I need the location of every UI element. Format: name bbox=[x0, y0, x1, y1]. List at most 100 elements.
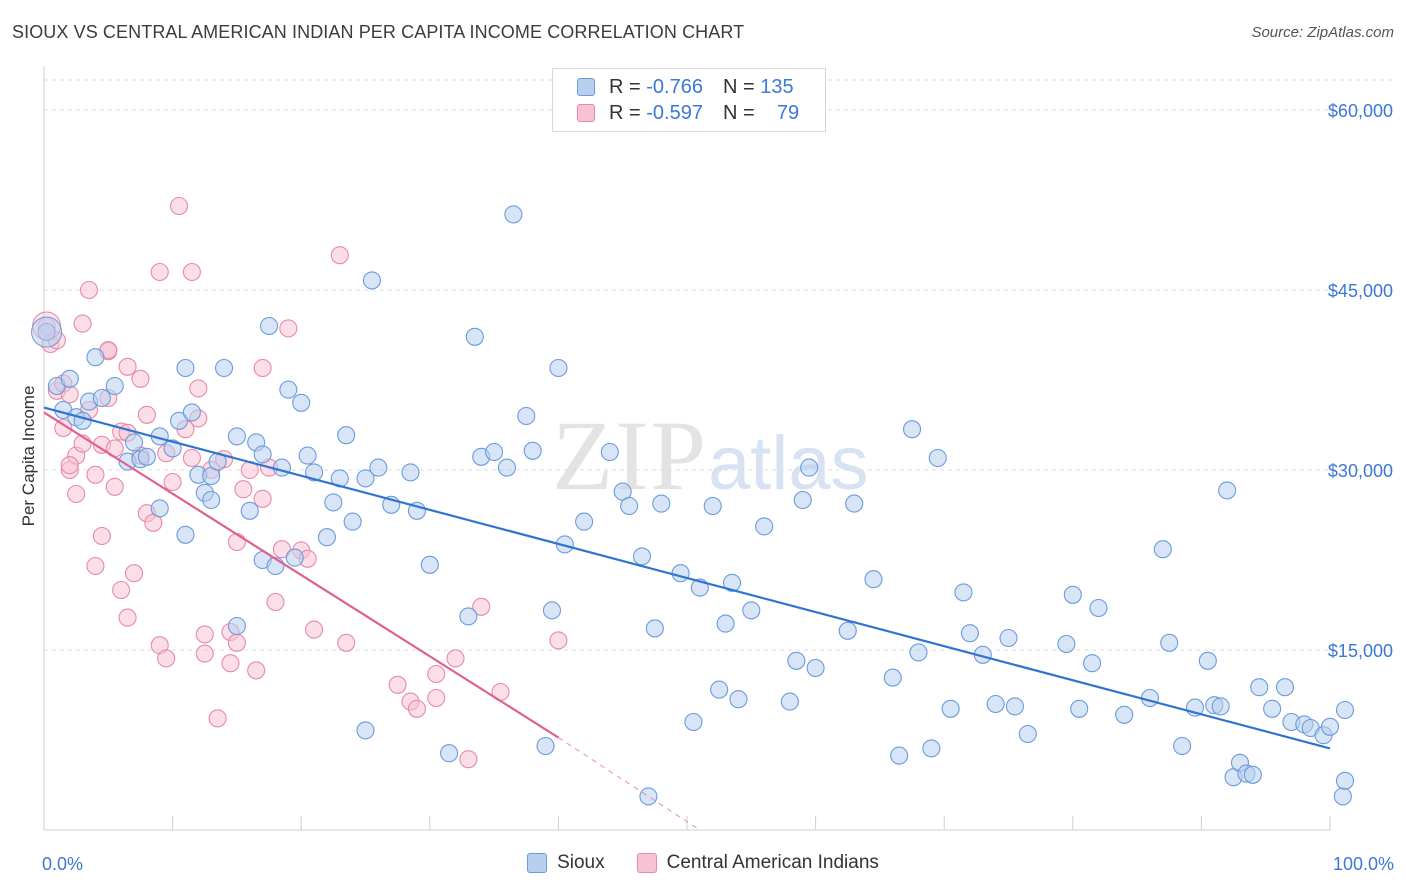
y-axis-labels: $15,000 $30,000 $45,000 $60,000 bbox=[1328, 101, 1393, 661]
sioux-point bbox=[1211, 697, 1230, 716]
sioux-point bbox=[337, 426, 356, 445]
watermark-atlas: atlas bbox=[708, 421, 869, 506]
sioux-point bbox=[292, 393, 311, 412]
sioux-point bbox=[575, 512, 594, 531]
y-axis-title: Per Capita Income bbox=[19, 386, 38, 527]
sioux-trend-line bbox=[43, 406, 1331, 750]
sioux-point bbox=[1070, 699, 1089, 718]
sioux-point bbox=[176, 358, 195, 378]
sioux-point bbox=[845, 494, 864, 513]
sioux-point bbox=[632, 547, 652, 566]
sioux-points bbox=[31, 205, 1355, 806]
sioux-point bbox=[600, 442, 619, 462]
central-american-point bbox=[253, 358, 272, 378]
sioux-point bbox=[1275, 678, 1295, 697]
central-american-point bbox=[86, 465, 105, 484]
central-american-point bbox=[234, 480, 253, 499]
sioux-point bbox=[485, 442, 504, 462]
sioux-point bbox=[645, 619, 664, 638]
sioux-point bbox=[305, 463, 324, 482]
sioux-point bbox=[176, 525, 195, 544]
sioux-point bbox=[298, 446, 317, 465]
series-label-sioux: Sioux bbox=[557, 852, 605, 873]
x-tick-label-min: 0.0% bbox=[42, 854, 83, 874]
sioux-point bbox=[1335, 771, 1355, 790]
sioux-point bbox=[620, 496, 639, 516]
legend-n-label: N = bbox=[722, 101, 755, 124]
legend-r-value-central-american: -0.597 bbox=[646, 101, 703, 124]
sioux-point bbox=[369, 458, 388, 477]
sioux-point bbox=[1198, 651, 1217, 670]
sioux-point bbox=[1173, 736, 1192, 756]
sioux-point bbox=[1018, 724, 1037, 744]
central-american-point bbox=[92, 526, 111, 546]
sioux-point bbox=[703, 496, 722, 516]
sioux-point bbox=[838, 621, 857, 640]
sioux-point bbox=[716, 614, 735, 633]
x-tick-label-max: 100.0% bbox=[1333, 854, 1394, 874]
sioux-point bbox=[909, 643, 928, 662]
sioux-point bbox=[202, 490, 221, 510]
central-american-point bbox=[137, 405, 156, 424]
sioux-point bbox=[169, 411, 189, 430]
sioux-point bbox=[1153, 540, 1172, 559]
sioux-point bbox=[684, 712, 703, 732]
sioux-point bbox=[182, 403, 201, 422]
central-american-point bbox=[182, 262, 201, 282]
legend-row-sioux: R = -0.766 N = 135 bbox=[577, 75, 794, 99]
central-american-point bbox=[118, 357, 137, 376]
legend-row-central-american: R = -0.597 N = 79 bbox=[577, 101, 799, 125]
legend-swatch-central-american bbox=[577, 104, 595, 122]
central-american-point bbox=[221, 654, 240, 673]
central-american-trend-line bbox=[43, 411, 559, 739]
sioux-point bbox=[227, 616, 246, 636]
central-american-point bbox=[407, 699, 426, 718]
series-legend-central-american[interactable]: Central American Indians bbox=[636, 852, 879, 874]
sioux-point bbox=[1115, 705, 1134, 724]
central-american-point bbox=[169, 196, 189, 216]
sioux-point bbox=[259, 316, 279, 336]
sioux-point bbox=[806, 658, 825, 678]
central-american-point bbox=[337, 633, 356, 652]
central-american-point bbox=[67, 484, 86, 504]
central-american-point bbox=[427, 664, 446, 684]
central-american-point bbox=[105, 477, 124, 496]
sioux-point bbox=[780, 692, 799, 711]
central-american-point bbox=[131, 369, 150, 388]
central-american-trend-extension bbox=[558, 737, 701, 831]
sioux-point bbox=[92, 388, 111, 408]
sioux-point bbox=[420, 555, 439, 574]
sioux-point bbox=[787, 651, 806, 670]
x-axis-ticks bbox=[172, 816, 1331, 830]
sioux-point bbox=[742, 601, 761, 620]
sioux-point bbox=[928, 448, 947, 468]
sioux-point bbox=[253, 445, 272, 464]
sioux-point bbox=[163, 439, 182, 458]
sioux-point bbox=[800, 458, 819, 477]
sioux-point bbox=[497, 458, 517, 477]
sioux-point bbox=[150, 499, 169, 518]
legend-r-label: R = bbox=[609, 75, 641, 98]
sioux-point bbox=[356, 721, 375, 740]
y-tick-label: $15,000 bbox=[1328, 641, 1393, 661]
sioux-point bbox=[542, 601, 562, 620]
sioux-point bbox=[1160, 633, 1179, 652]
central-american-point bbox=[388, 675, 407, 694]
central-american-point bbox=[60, 456, 79, 475]
central-american-point bbox=[195, 644, 214, 663]
series-swatch-central-american bbox=[636, 853, 657, 873]
central-american-point bbox=[157, 649, 176, 668]
sioux-point bbox=[214, 358, 234, 378]
sioux-point bbox=[272, 458, 291, 477]
legend-r-label: R = bbox=[609, 101, 641, 124]
y-tick-label: $30,000 bbox=[1328, 461, 1393, 481]
central-american-point bbox=[189, 379, 208, 398]
central-american-point bbox=[86, 556, 105, 576]
sioux-point bbox=[536, 736, 555, 756]
sioux-point bbox=[710, 680, 729, 699]
series-swatch-sioux bbox=[527, 853, 548, 873]
central-american-point bbox=[112, 580, 131, 600]
sioux-point bbox=[639, 787, 658, 806]
series-legend-sioux[interactable]: Sioux bbox=[527, 852, 605, 874]
